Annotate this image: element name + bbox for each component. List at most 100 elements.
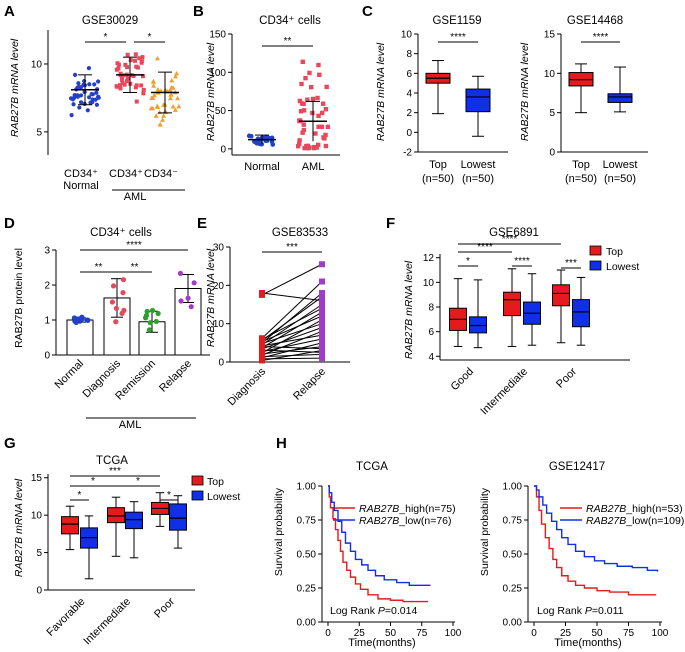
legend-h2-low-label: RAB27B_low(n=109): [586, 515, 684, 527]
d-dot-2-6: [144, 308, 150, 315]
a-dot-1-34: [116, 66, 121, 71]
b-ytick-label-2: 100: [209, 68, 226, 79]
b-dot-1-26: [300, 130, 305, 135]
b-dot-1-25: [297, 141, 302, 146]
ylabel-g: RAB27B mRNA level: [13, 478, 25, 577]
d-bar-0: [66, 319, 94, 356]
a-dot-1-4: [137, 56, 142, 61]
b-dot-1-10: [298, 109, 304, 114]
a-dot-0-27: [92, 82, 97, 87]
a-dot-2-6: [150, 105, 156, 111]
f-xlabel-2: Poor: [554, 365, 579, 390]
a-dot-1-15: [118, 71, 123, 76]
a-dot-0-25: [76, 81, 81, 86]
b-dot-0-13: [246, 133, 252, 139]
e-rel-point-20: [319, 261, 325, 268]
g-sig-3-label: *: [136, 476, 140, 487]
panel-letter-a: A: [4, 3, 15, 20]
c1-xn-1: (n=50): [604, 173, 636, 185]
e-xlabel-0: Diagnosis: [225, 365, 268, 408]
d-sig-0-label: **: [95, 262, 103, 273]
f-box-1-box: [469, 316, 487, 334]
e-ytick-label-1: 10: [213, 319, 225, 330]
e-rel-point-11: [319, 345, 325, 352]
h0-ytick-label-2: 0.50: [297, 550, 317, 561]
d-dot-2-2: [147, 320, 153, 326]
d-sig-2-label: ****: [126, 240, 142, 251]
e-rel-point-14: [319, 320, 325, 327]
a-dot-2-4: [176, 103, 182, 109]
c0-xlabel-0: Top: [429, 159, 447, 171]
e-pair-line-12: [261, 334, 323, 347]
c0-ytick-label-4: 6: [406, 69, 412, 80]
legend-h2-high-suffix: _high(n=53): [625, 503, 682, 515]
a-dot-1-29: [123, 62, 128, 67]
d-dot-3-3: [191, 280, 197, 286]
g-ytick-label-2: 10: [31, 511, 43, 522]
d-dot-1-2: [113, 319, 119, 325]
a-dot-2-11: [158, 88, 164, 93]
d-dot-2-5: [146, 327, 153, 333]
legend-f-lowest-swatch: [589, 260, 602, 271]
a-dot-0-24: [82, 78, 87, 84]
c0-ytick-label-1: 0: [406, 128, 412, 139]
c1-sig-label: ****: [593, 32, 609, 43]
d-ytick-label-3: 3: [44, 246, 50, 257]
b-dot-1-28: [299, 81, 304, 87]
f-xlabel-0: Good: [449, 366, 477, 394]
h0-xtick-label-4: 100: [445, 628, 462, 639]
panel-letter-h: H: [276, 435, 287, 452]
c1-box-1-box: [607, 93, 633, 103]
legend-h1-low-label: RAB27B_low(n=76): [359, 515, 452, 527]
a-dot-2-23: [170, 104, 176, 109]
a-dot-0-21: [89, 91, 94, 97]
f-ytick-label-1: 6: [428, 327, 434, 338]
f-ytick-label-4: 12: [423, 253, 435, 264]
e-ytick-label-3: 30: [213, 243, 225, 254]
d-dot-1-5: [109, 299, 116, 305]
e-rel-point-2: [319, 339, 325, 346]
d-dot-1-4: [113, 305, 119, 311]
a-dot-2-0: [151, 83, 157, 88]
panel-letter-e: E: [197, 215, 207, 232]
group-label-d: AML: [119, 419, 142, 431]
legend-h2-high-label: RAB27B_high(n=53): [586, 503, 683, 515]
b-ytick-label-3: 150: [209, 30, 226, 41]
b-dot-1-44: [310, 96, 316, 102]
b-dot-1-16: [301, 122, 306, 127]
e-pair-line-1: [261, 357, 323, 360]
legend-h1-high-suffix: _high(n=75): [398, 503, 455, 515]
a-dot-1-23: [140, 55, 145, 60]
b-xlabel-1: AML: [302, 161, 325, 173]
a-dot-0-18: [96, 79, 101, 84]
c0-xlabel-1: Lowest: [461, 159, 496, 171]
panel-letter-d: D: [4, 215, 15, 232]
h1-ytick-label-2: 0.50: [503, 550, 523, 561]
logrank-h1-prefix: Log Rank: [330, 605, 378, 617]
b-dot-1-29: [319, 110, 325, 116]
h0-ytick-label-3: 0.75: [297, 516, 317, 527]
e-rel-point-19: [319, 278, 325, 285]
b-ytick-label-0: 0: [220, 144, 226, 155]
g-ytick-label-0: 0: [36, 586, 42, 597]
e-rel-point-17: [319, 293, 325, 300]
e-rel-point-21: [319, 297, 325, 304]
a-ytick-label-0: 5: [36, 127, 42, 138]
c0-box-1-box: [465, 88, 491, 113]
panel-letter-f: F: [386, 215, 395, 232]
b-dot-1-45: [323, 107, 329, 112]
a-dot-2-36: [149, 95, 155, 101]
a-dot-1-36: [141, 91, 146, 96]
h1-xtick-label-3: 75: [623, 628, 635, 639]
h0-ytick-label-0: 0.00: [297, 618, 317, 629]
legend-g-lowest-label: Lowest: [207, 491, 240, 503]
g-box-0-box: [61, 516, 79, 535]
h1-xtick-label-0: 0: [531, 628, 537, 639]
a-dot-1-37: [115, 61, 120, 66]
panel-letter-c: C: [362, 3, 373, 20]
ylabel-c2: RAB27B mRNA level: [519, 42, 531, 141]
a-dot-1-28: [133, 85, 138, 90]
f-xlabel-1: Intermediate: [478, 366, 530, 418]
a-dot-1-33: [139, 59, 144, 64]
